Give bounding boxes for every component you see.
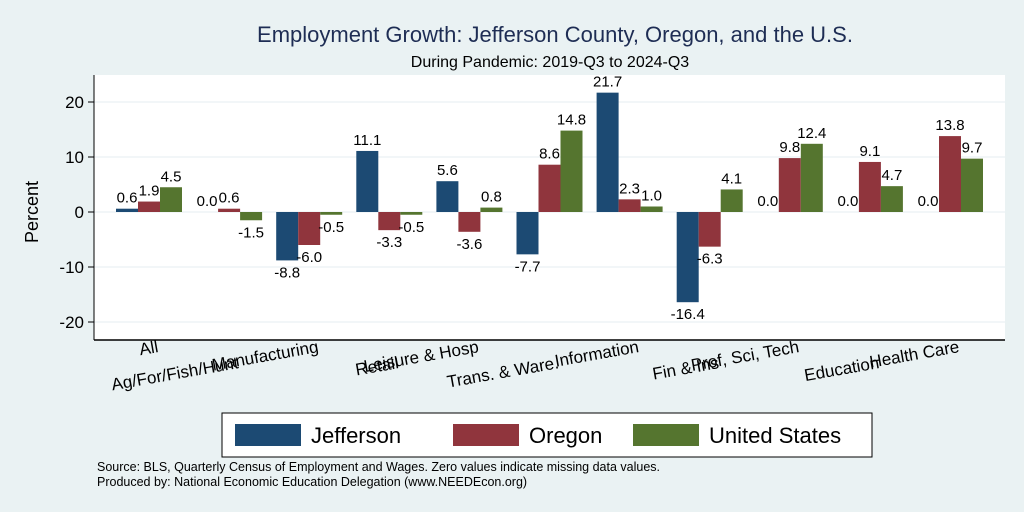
x-category-label: All [138, 337, 160, 359]
bar-oregon [778, 158, 801, 212]
x-category-label: Prof, Sci, Tech [690, 337, 801, 375]
data-label: -6.0 [296, 249, 322, 266]
chart-title: Employment Growth: Jefferson County, Ore… [257, 22, 853, 47]
data-label: -16.4 [671, 306, 705, 323]
y-tick-label: 10 [65, 148, 84, 167]
data-label: 9.8 [779, 139, 800, 156]
legend-label: Oregon [529, 423, 602, 448]
chart-subtitle: During Pandemic: 2019-Q3 to 2024-Q3 [411, 54, 689, 71]
x-category-label: Information [553, 337, 640, 370]
bar-united-states [961, 158, 983, 212]
data-label: -7.7 [515, 258, 541, 275]
data-label: 0.0 [837, 193, 858, 210]
data-label: 0.6 [117, 190, 138, 207]
data-label: 2.3 [619, 180, 640, 197]
bar-united-states [160, 187, 182, 212]
data-label: -8.8 [274, 264, 300, 281]
bar-oregon [298, 212, 321, 245]
data-label: -0.5 [398, 219, 424, 236]
data-label: 21.7 [593, 74, 622, 91]
legend-swatch-jefferson [235, 424, 301, 446]
data-labels: 0.6 1.94.50.0 0.6-1.5-8.8-6.0-0.511.1-3.3-… [117, 74, 983, 324]
bar-oregon [138, 201, 160, 212]
bar-united-states [720, 189, 743, 212]
bar-oregon [698, 212, 721, 247]
bar-united-states [400, 212, 423, 215]
bar-jefferson [436, 181, 459, 212]
legend-label: Jefferson [311, 423, 401, 448]
data-label: 4.7 [881, 167, 902, 184]
bar-oregon [858, 161, 881, 212]
y-tick-label: -20 [59, 313, 84, 332]
bar-oregon [378, 212, 401, 231]
x-category-label: Manufacturing [210, 337, 319, 374]
bar-oregon [218, 208, 241, 212]
data-label: 9.1 [859, 143, 880, 160]
data-label: 11.1 [353, 132, 381, 149]
bar-oregon [458, 212, 481, 232]
data-label: 5.6 [437, 162, 458, 179]
legend: Jefferson Oregon United States [221, 412, 873, 458]
bar-jefferson [356, 150, 379, 212]
bar-oregon [618, 199, 641, 212]
bar-jefferson [276, 212, 299, 261]
data-label: 12.4 [797, 125, 826, 142]
y-axis-title: Percent [22, 181, 42, 243]
data-label: -1.5 [238, 224, 264, 241]
data-label: 9.7 [962, 140, 983, 157]
bar-oregon [939, 136, 961, 212]
bar-united-states [800, 143, 823, 212]
source-note: Source: BLS, Quarterly Census of Employm… [97, 460, 660, 474]
data-label: -6.3 [697, 251, 723, 268]
data-label: 0.6 [219, 190, 240, 207]
data-label: -0.5 [318, 219, 344, 236]
bar-united-states [240, 212, 263, 221]
bar-jefferson [516, 212, 539, 255]
y-axis-ticks: 20 10 0 -10 -20 [59, 93, 94, 332]
legend-swatch-oregon [453, 424, 519, 446]
y-tick-label: 20 [65, 93, 84, 112]
data-label: 0.8 [481, 189, 502, 206]
produced-by-note: Produced by: National Economic Education… [97, 475, 527, 489]
data-label: 13.8 [935, 117, 964, 134]
bar-united-states [560, 130, 583, 212]
data-label: 4.5 [161, 168, 182, 185]
bar-united-states [320, 212, 343, 215]
data-label: -3.3 [376, 234, 402, 251]
bars [116, 92, 983, 303]
bar-oregon [538, 164, 561, 212]
data-label: 0.0 [918, 193, 939, 210]
bar-jefferson [596, 92, 619, 212]
data-label: 1.0 [641, 188, 662, 205]
y-tick-label: 0 [75, 203, 84, 222]
bar-united-states [640, 206, 663, 212]
data-label: 0.0 [757, 193, 778, 210]
data-label: -3.6 [456, 236, 482, 253]
legend-swatch-united-states [633, 424, 699, 446]
legend-label: United States [709, 423, 841, 448]
bar-jefferson [116, 208, 138, 212]
data-label: 1.9 [139, 183, 160, 200]
data-label: 0.0 [197, 193, 218, 210]
y-tick-label: -10 [59, 258, 84, 277]
data-label: 14.8 [557, 112, 586, 129]
data-label: 8.6 [539, 146, 560, 163]
bar-jefferson [676, 212, 699, 303]
bar-united-states [880, 186, 903, 212]
bar-united-states [480, 207, 503, 212]
data-label: 4.1 [721, 170, 742, 187]
x-category-label: Health Care [868, 337, 961, 371]
legend-box [221, 412, 873, 458]
